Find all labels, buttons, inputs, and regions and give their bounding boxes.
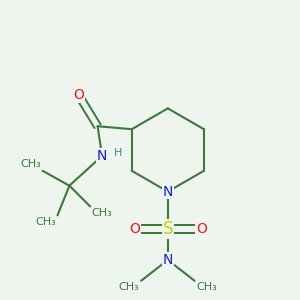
- Text: CH₃: CH₃: [196, 282, 217, 292]
- Text: O: O: [73, 88, 84, 102]
- Text: O: O: [129, 222, 140, 236]
- Text: N: N: [163, 184, 173, 199]
- Text: CH₃: CH₃: [20, 159, 41, 169]
- Text: S: S: [163, 220, 173, 238]
- Text: CH₃: CH₃: [119, 282, 140, 292]
- Text: N: N: [163, 253, 173, 267]
- Text: O: O: [196, 222, 207, 236]
- Text: CH₃: CH₃: [92, 208, 112, 218]
- Text: N: N: [97, 149, 107, 163]
- Text: CH₃: CH₃: [35, 217, 56, 227]
- Text: H: H: [114, 148, 123, 158]
